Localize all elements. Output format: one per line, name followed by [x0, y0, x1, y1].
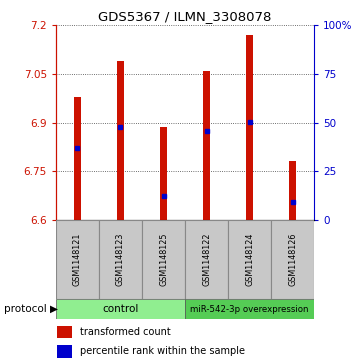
Bar	[56, 220, 99, 299]
Bar	[117, 61, 124, 220]
Text: transformed count: transformed count	[81, 327, 171, 337]
Bar	[228, 220, 271, 299]
Bar	[57, 345, 72, 358]
Bar	[99, 220, 142, 299]
Bar	[185, 299, 314, 319]
Text: GSM1148121: GSM1148121	[73, 233, 82, 286]
Text: GSM1148124: GSM1148124	[245, 233, 254, 286]
Text: miR-542-3p overexpression: miR-542-3p overexpression	[190, 305, 309, 314]
Bar	[160, 127, 168, 220]
Title: GDS5367 / ILMN_3308078: GDS5367 / ILMN_3308078	[98, 10, 272, 23]
Bar	[142, 220, 185, 299]
Bar	[203, 71, 210, 220]
Bar	[56, 299, 185, 319]
Text: GSM1148122: GSM1148122	[202, 233, 211, 286]
Bar	[289, 161, 296, 220]
Text: GSM1148126: GSM1148126	[288, 233, 297, 286]
Text: GSM1148123: GSM1148123	[116, 233, 125, 286]
Bar	[271, 220, 314, 299]
Text: GSM1148125: GSM1148125	[159, 233, 168, 286]
Text: protocol ▶: protocol ▶	[4, 305, 58, 314]
Bar	[57, 326, 72, 338]
Bar	[74, 97, 81, 220]
Bar	[246, 35, 253, 220]
Text: percentile rank within the sample: percentile rank within the sample	[81, 346, 245, 356]
Bar	[185, 220, 228, 299]
Text: control: control	[102, 305, 139, 314]
